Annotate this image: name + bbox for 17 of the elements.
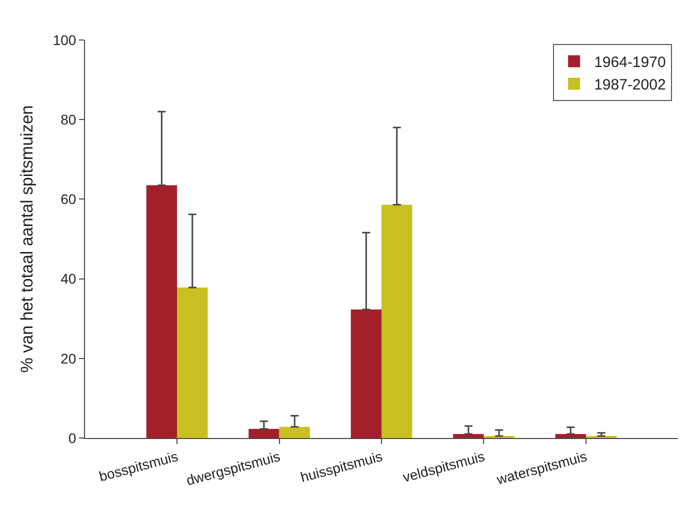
y-tick-label: 40 xyxy=(60,270,76,287)
bar xyxy=(146,185,178,438)
y-tick-label: 0 xyxy=(68,430,76,446)
legend-label: 1964-1970 xyxy=(594,54,666,72)
y-tick-label: 20 xyxy=(60,350,76,366)
y-axis-title: % van het totaal aantal spitsmuizen xyxy=(17,105,36,373)
bar xyxy=(382,204,412,438)
bar xyxy=(279,426,310,438)
bar xyxy=(177,288,208,438)
y-tick-label: 80 xyxy=(60,112,76,128)
bar xyxy=(453,434,484,438)
bar xyxy=(248,428,280,438)
legend-label: 1987-2002 xyxy=(594,76,666,94)
y-tick-label: 100 xyxy=(52,32,76,48)
bar xyxy=(555,434,586,438)
bar xyxy=(350,309,382,438)
y-tick-label: 60 xyxy=(60,191,76,208)
